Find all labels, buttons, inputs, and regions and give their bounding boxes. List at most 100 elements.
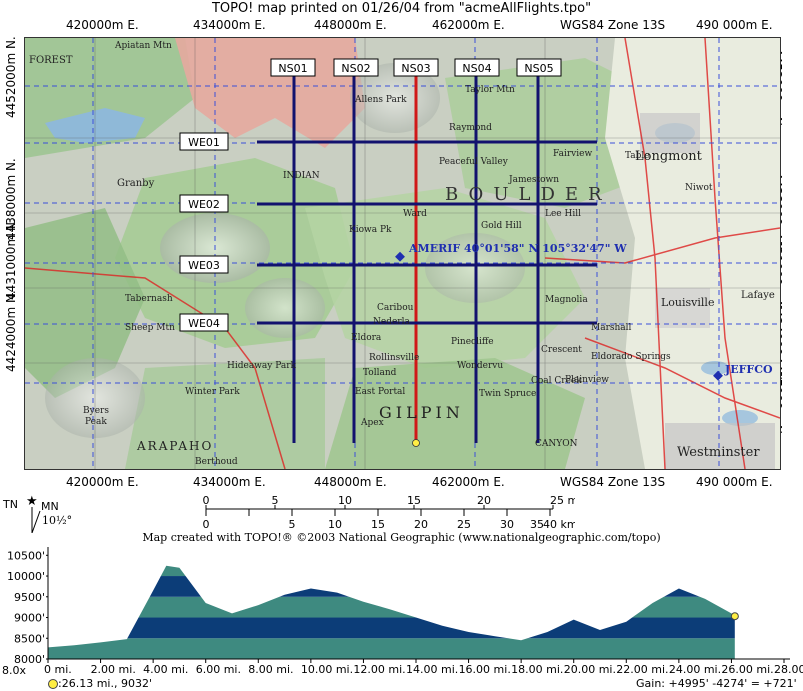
svg-text:Taylor Mtn: Taylor Mtn xyxy=(465,85,515,95)
svg-text:Jamestown: Jamestown xyxy=(508,175,559,185)
scale-km-40: 40 km xyxy=(543,518,575,531)
national-park-area xyxy=(175,38,365,148)
endpoint-marker-icon xyxy=(48,679,58,689)
bottom-easting-2: 434000m E. xyxy=(193,475,266,489)
svg-text:Raymond: Raymond xyxy=(449,123,492,133)
scale-mi-0: 0 xyxy=(203,494,210,507)
svg-text:Peak: Peak xyxy=(85,417,107,427)
left-northing-4: 4424000m N. xyxy=(4,290,18,372)
svg-text:Byers: Byers xyxy=(83,406,109,416)
scale-km-20: 20 xyxy=(414,518,428,531)
north-star-icon: ★ xyxy=(26,494,38,509)
svg-text:Lee Hill: Lee Hill xyxy=(545,209,581,219)
svg-text:Tolland: Tolland xyxy=(363,368,397,378)
scale-km-25: 25 xyxy=(457,518,471,531)
map-credit: Map created with TOPO!® ©2003 National G… xyxy=(142,531,661,544)
topo-map-canvas: FOREST Granby BOULDER Longmont Louisvill… xyxy=(25,38,780,469)
label-ns04: NS04 xyxy=(462,62,491,75)
profile-x-label: 20.00 mi. xyxy=(564,663,616,676)
svg-text:Allens Park: Allens Park xyxy=(354,95,407,105)
svg-text:Niwot: Niwot xyxy=(685,183,713,193)
svg-text:Eldora: Eldora xyxy=(351,333,382,343)
map-title: TOPO! map printed on 01/26/04 from "acme… xyxy=(211,1,592,16)
profile-x-label: 6.00 mi. xyxy=(196,663,241,676)
label-we01: WE01 xyxy=(188,136,220,149)
svg-text:Lafaye: Lafaye xyxy=(741,290,775,301)
profile-x-label: 18.00 mi. xyxy=(511,663,563,676)
svg-text:Sheep Mtn: Sheep Mtn xyxy=(125,323,175,333)
svg-text:Apex: Apex xyxy=(360,418,384,428)
forest-patch-south xyxy=(325,358,585,469)
vertical-exaggeration: 8.0x xyxy=(2,664,27,677)
profile-y-label: 8500' xyxy=(14,632,45,645)
profile-x-label: 26.00 mi. xyxy=(721,663,773,676)
route-end-marker xyxy=(412,439,420,447)
profile-x-label: 14.00 mi. xyxy=(406,663,458,676)
svg-text:Kiowa Pk: Kiowa Pk xyxy=(349,225,392,235)
scale-ticks xyxy=(205,505,554,516)
elevation-profile: 10500' 10000' 9500' 9000' 8500' 8000' 0 mi. 2.… xyxy=(7,547,803,676)
label-ns01: NS01 xyxy=(278,62,307,75)
svg-text:Westminster: Westminster xyxy=(677,445,760,460)
scale-bar: 0 5 10 15 20 25 miles 0 5 10 15 20 25 30… xyxy=(203,494,576,531)
svg-text:Pinecliffe: Pinecliffe xyxy=(451,337,494,347)
gain-readout: Gain: +4995' -4274' = +721' xyxy=(636,677,797,690)
topo-map[interactable]: FOREST Granby BOULDER Longmont Louisvill… xyxy=(24,37,781,470)
bottom-easting-last: 490 000m E. xyxy=(696,475,773,489)
profile-x-label: 16.00 mi. xyxy=(459,663,511,676)
top-easting-last: 490 000m E. xyxy=(696,18,773,32)
top-easting-3: 448000m E. xyxy=(314,18,387,32)
svg-text:Caribou: Caribou xyxy=(377,303,414,313)
svg-text:Louisville: Louisville xyxy=(661,296,714,309)
svg-text:Magnolia: Magnolia xyxy=(545,295,588,305)
forest-patch-sw xyxy=(25,208,145,398)
scale-mi-10: 10 xyxy=(338,494,352,507)
endpoint-readout: :26.13 mi., 9032' xyxy=(58,677,152,690)
svg-text:Granby: Granby xyxy=(117,178,155,189)
profile-x-label: 24.00 mi. xyxy=(669,663,721,676)
scale-mi-15: 15 xyxy=(407,494,421,507)
svg-text:Berthoud: Berthoud xyxy=(195,457,238,467)
left-northing-1: 4452000m N. xyxy=(4,36,18,118)
profile-fill xyxy=(48,565,735,659)
profile-y-label: 9000' xyxy=(14,612,45,625)
svg-text:Coal Creek: Coal Creek xyxy=(531,376,582,386)
left-northing-3: 4431000m N. xyxy=(4,218,18,300)
top-easting-2: 434000m E. xyxy=(193,18,266,32)
profile-x-label: 22.00 mi. xyxy=(616,663,668,676)
top-zone-label: WGS84 Zone 13S xyxy=(560,18,666,32)
magnetic-north-label: MN xyxy=(41,500,59,513)
bottom-easting-3: 448000m E. xyxy=(314,475,387,489)
svg-text:Winter Park: Winter Park xyxy=(185,387,240,397)
svg-text:ARAPAHO: ARAPAHO xyxy=(136,439,213,453)
svg-text:Rollinsville: Rollinsville xyxy=(369,353,419,363)
svg-text:Peaceful Valley: Peaceful Valley xyxy=(439,157,509,167)
scale-km-10: 10 xyxy=(328,518,342,531)
svg-text:Fairview: Fairview xyxy=(553,149,592,159)
scale-mi-25: 25 miles xyxy=(550,494,575,507)
svg-text:Tabernash: Tabernash xyxy=(125,294,173,304)
top-easting-4: 462000m E. xyxy=(432,18,505,32)
svg-text:East Portal: East Portal xyxy=(355,387,405,397)
profile-x-label: 2.00 mi. xyxy=(91,663,136,676)
svg-text:Twin Spruce: Twin Spruce xyxy=(479,389,536,399)
declination-label: 10½° xyxy=(42,514,73,527)
profile-x-label: 8.00 mi. xyxy=(248,663,293,676)
svg-text:Gold Hill: Gold Hill xyxy=(481,221,522,231)
label-forest: FOREST xyxy=(29,55,73,66)
label-ns05: NS05 xyxy=(524,62,553,75)
scale-mi-5: 5 xyxy=(272,494,279,507)
label-we02: WE02 xyxy=(188,198,220,211)
scale-mi-20: 20 xyxy=(477,494,491,507)
profile-y-label: 9500' xyxy=(14,591,45,604)
svg-text:Table: Table xyxy=(625,151,650,161)
profile-y-label: 8000' xyxy=(14,653,45,666)
waypoint-jeffco-marker xyxy=(713,370,723,381)
profile-end-marker xyxy=(730,612,739,621)
flight-line-labels: NS01 NS02 NS03 NS04 NS05 WE01 WE02 WE03 … xyxy=(179,58,562,332)
profile-x-label: 0 mi. xyxy=(44,663,72,676)
svg-text:Nederla: Nederla xyxy=(373,317,410,327)
profile-y-label: 10500' xyxy=(7,549,45,562)
svg-text:Hideaway Park: Hideaway Park xyxy=(227,361,297,371)
waypoint-amerif-label: AMERIF 40°01'58" N 105°32'47" W xyxy=(408,242,627,255)
